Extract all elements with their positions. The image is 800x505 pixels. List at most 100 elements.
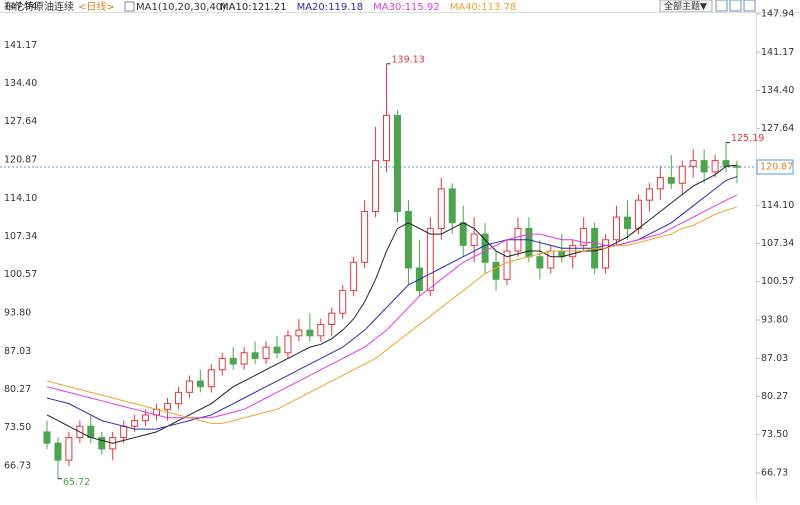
ma-line <box>46 164 738 444</box>
candle-body <box>503 250 511 280</box>
legend-entry: MA20:119.18 <box>297 2 364 13</box>
y-tick-label-left: 93.80 <box>4 308 31 319</box>
candle-body <box>623 216 631 229</box>
candle-body <box>613 216 621 241</box>
candle-body <box>262 346 270 359</box>
candle-body <box>87 425 95 439</box>
y-tick-label-right: 66.73 <box>761 468 788 479</box>
tool-icon[interactable] <box>729 0 742 12</box>
candle-body <box>711 160 719 173</box>
current-price-box <box>756 159 794 175</box>
y-tick-label-right: 114.10 <box>761 200 794 211</box>
candle-body <box>295 329 303 337</box>
annotation: 65.72 <box>63 477 90 488</box>
candle-body <box>328 312 336 326</box>
legend-entry: MA10:121.21 <box>220 2 287 13</box>
y-tick-label-left: 134.40 <box>4 78 37 89</box>
candle-body <box>273 346 281 354</box>
candle-body <box>163 403 171 410</box>
ma-line <box>46 206 738 424</box>
candle-body <box>372 160 380 212</box>
candle-body <box>54 442 62 461</box>
checkbox[interactable] <box>124 1 135 12</box>
candle-body <box>459 222 467 246</box>
chart-title: 布伦特原油连续 <box>4 0 74 13</box>
candle-body <box>43 431 51 444</box>
candle-body <box>393 114 401 212</box>
y-tick-label-left: 120.87 <box>4 155 37 166</box>
candle-body <box>284 335 292 354</box>
current-price-label: 120.87 <box>760 162 793 173</box>
y-tick-label-right: 80.27 <box>761 391 788 402</box>
tool-icon[interactable] <box>743 0 756 12</box>
period[interactable]: <日线> <box>78 0 115 13</box>
candle-body <box>142 414 150 422</box>
candle-body <box>689 160 697 167</box>
annotation: 139.13 <box>392 54 425 65</box>
candle-body <box>678 165 686 184</box>
annotation: 125.19 <box>731 133 764 144</box>
y-tick-label-left: 127.64 <box>4 116 37 127</box>
y-tick-label-right: 127.64 <box>761 123 794 134</box>
candle-body <box>722 160 730 167</box>
candle-body <box>339 290 347 314</box>
candle-body <box>131 420 139 427</box>
candle-body <box>634 199 642 229</box>
y-tick-label-right: 107.34 <box>761 238 794 249</box>
candle-body <box>240 352 248 365</box>
y-tick-label-left: 100.57 <box>4 269 37 280</box>
legend-entry: MA40:113.78 <box>450 2 517 13</box>
candle-body <box>120 425 128 439</box>
candle-body <box>65 437 73 461</box>
candle-body <box>229 357 237 365</box>
candle-body <box>525 227 533 258</box>
candle-body <box>361 210 369 263</box>
candle-body <box>350 261 358 292</box>
candle-body <box>196 380 204 388</box>
y-tick-label-left: 87.03 <box>4 346 31 357</box>
candle-body <box>251 352 259 359</box>
y-tick-label-left: 114.10 <box>4 193 37 204</box>
candle-body <box>656 177 664 190</box>
candle-body <box>383 114 391 162</box>
candle-body <box>481 233 489 263</box>
y-tick-label-right: 87.03 <box>761 353 788 364</box>
y-tick-label-left: 66.73 <box>4 461 31 472</box>
candle-body <box>317 324 325 337</box>
y-tick-label-right: 73.50 <box>761 429 788 440</box>
candle-body <box>404 210 412 269</box>
toolbar[interactable] <box>715 0 756 12</box>
candle-body <box>547 250 555 269</box>
y-tick-label-right: 147.94 <box>761 9 794 20</box>
candle-body <box>218 357 226 371</box>
candle-body <box>207 369 215 388</box>
y-tick-label-right: 134.40 <box>761 85 794 96</box>
candle-body <box>426 227 434 292</box>
y-tick-label-left: 107.34 <box>4 231 37 242</box>
tool-icon[interactable] <box>715 0 728 12</box>
legend-entry: MA30:115.92 <box>373 2 440 13</box>
candle-body <box>645 188 653 201</box>
candle-body <box>448 188 456 224</box>
y-tick-label-left: 147.94 <box>4 2 37 13</box>
candle-body <box>437 188 445 229</box>
y-tick-label-left: 73.50 <box>4 422 31 433</box>
y-tick-label-left: 141.17 <box>4 40 37 51</box>
candle-body <box>733 165 741 168</box>
y-tick-label-right: 141.17 <box>761 47 794 58</box>
candle-body <box>306 329 314 337</box>
candle-body <box>580 227 588 246</box>
candle-body <box>700 160 708 173</box>
theme-button[interactable]: 全部主题▼ <box>664 0 707 12</box>
candle-body <box>492 261 500 280</box>
candle-body <box>536 256 544 269</box>
indicator: MA1(10,20,30,40) <box>136 2 226 13</box>
candle-body <box>98 437 106 450</box>
ma-line <box>46 194 738 419</box>
candle-body <box>470 233 478 246</box>
y-tick-label-left: 80.27 <box>4 384 31 395</box>
y-tick-label-right: 93.80 <box>761 315 788 326</box>
candle-body <box>602 239 610 269</box>
candle-body <box>667 177 675 184</box>
